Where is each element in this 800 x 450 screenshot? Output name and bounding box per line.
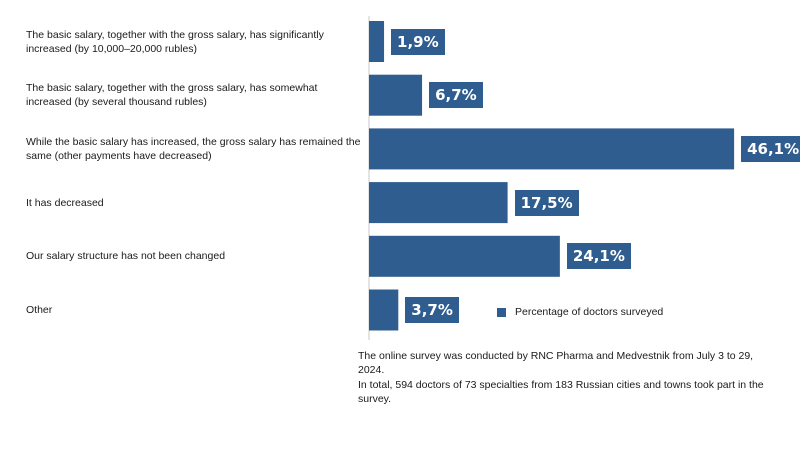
legend: Percentage of doctors surveyed (497, 306, 663, 318)
bar (369, 128, 735, 170)
category-label: Other (26, 304, 53, 316)
value-label: 3,7% (405, 297, 459, 323)
value-label: 1,9% (391, 28, 445, 55)
participants-note: In total, 594 doctors of 73 specialties … (358, 379, 764, 405)
category-label: It has decreased (26, 196, 104, 209)
bar (369, 21, 385, 62)
bar (369, 289, 399, 331)
bar (369, 182, 508, 224)
bar (369, 235, 560, 277)
value-label: 6,7% (429, 82, 483, 109)
category-label: The basic salary, together with the gros… (26, 28, 324, 55)
category-label: Our salary structure has not been change… (26, 250, 226, 263)
value-label: 17,5% (514, 189, 579, 216)
survey-note: The online survey was conducted by RNC P… (358, 350, 754, 376)
legend-label: Percentage of doctors surveyed (515, 306, 664, 318)
value-label: 24,1% (566, 243, 631, 270)
bar (369, 74, 423, 116)
category-label: While the basic salary has increased, th… (26, 135, 361, 162)
value-label: 46,1% (741, 135, 800, 162)
category-label: The basic salary, together with the gros… (26, 82, 318, 109)
legend-swatch (497, 307, 506, 317)
